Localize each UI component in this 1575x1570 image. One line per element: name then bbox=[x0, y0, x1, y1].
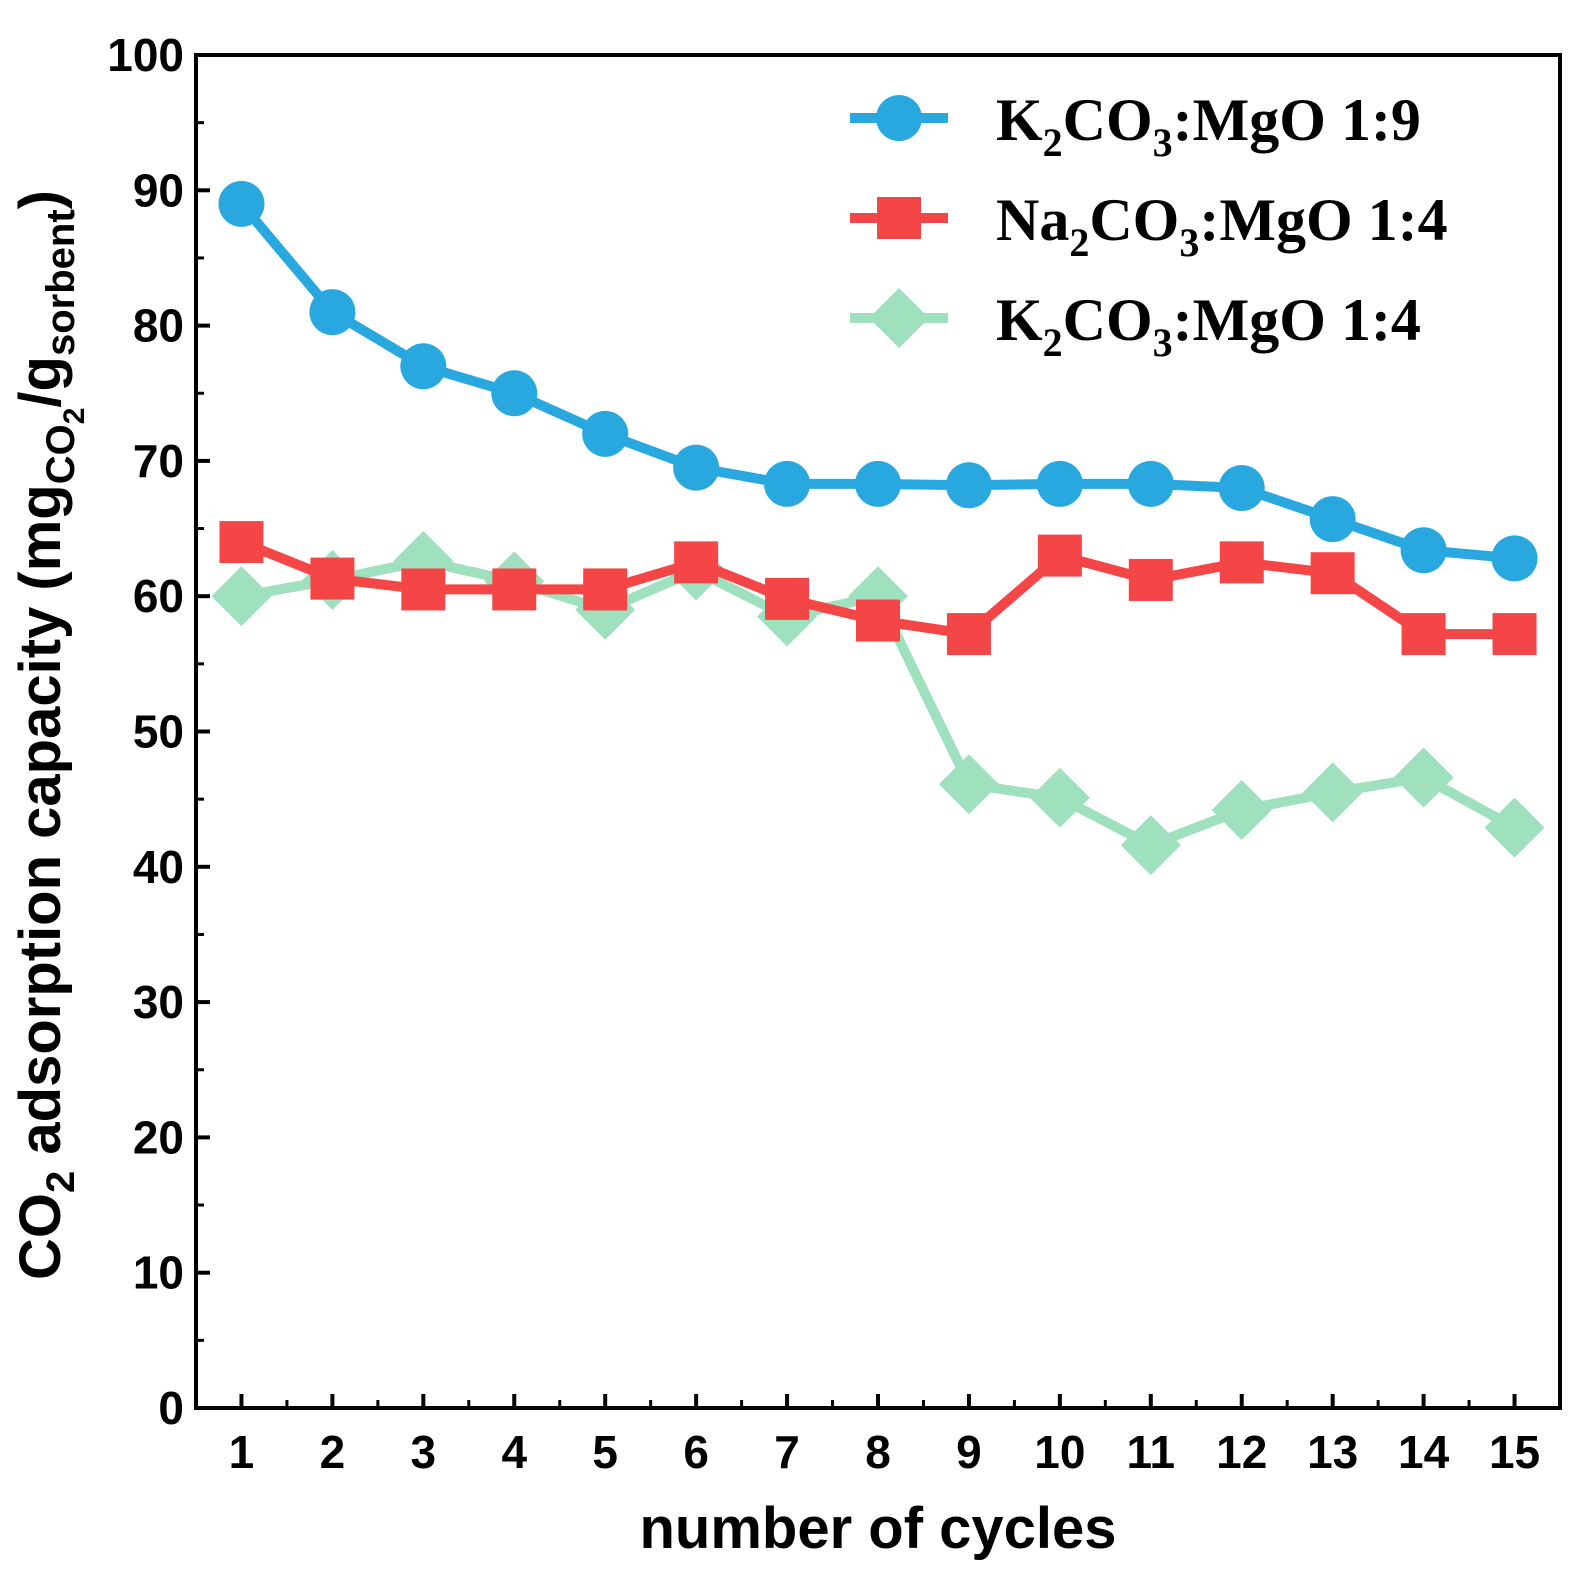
y-tick-label: 0 bbox=[158, 1382, 184, 1434]
x-tick-label: 4 bbox=[501, 1426, 527, 1478]
y-axis-title: CO2 adsorption capacity (mgCO2/gsorbent) bbox=[8, 190, 91, 1280]
data-point bbox=[1037, 534, 1082, 577]
data-point bbox=[945, 462, 992, 509]
data-point bbox=[764, 460, 811, 507]
data-point bbox=[674, 541, 719, 584]
legend-label: Na2CO3:MgO 1:4 bbox=[996, 187, 1448, 265]
data-point bbox=[1128, 558, 1173, 601]
data-point bbox=[1492, 613, 1537, 656]
legend-item: K2CO3:MgO 1:4 bbox=[850, 287, 1421, 365]
legend-label: K2CO3:MgO 1:9 bbox=[996, 87, 1421, 165]
data-point bbox=[1401, 613, 1446, 656]
data-point bbox=[400, 343, 447, 390]
x-tick-label: 6 bbox=[683, 1426, 709, 1478]
x-tick-label: 11 bbox=[1126, 1426, 1175, 1478]
series-layer bbox=[211, 180, 1545, 876]
data-point bbox=[1393, 747, 1454, 808]
data-point bbox=[582, 410, 629, 457]
data-point bbox=[673, 444, 720, 491]
data-point bbox=[583, 568, 628, 611]
legend-marker bbox=[877, 197, 921, 239]
y-tick-label: 20 bbox=[133, 1111, 184, 1163]
x-tick-label: 13 bbox=[1307, 1426, 1358, 1478]
legend-marker bbox=[876, 95, 922, 141]
x-tick-label: 14 bbox=[1398, 1426, 1450, 1478]
series-square bbox=[219, 521, 1537, 656]
data-point bbox=[1029, 767, 1090, 828]
y-tick-label: 60 bbox=[133, 570, 184, 622]
data-point bbox=[1127, 460, 1174, 507]
data-point bbox=[309, 289, 356, 336]
x-tick-label: 5 bbox=[592, 1426, 618, 1478]
y-tick-label: 40 bbox=[133, 841, 184, 893]
data-point bbox=[491, 370, 538, 417]
data-point bbox=[856, 599, 900, 642]
data-point bbox=[765, 577, 810, 620]
y-tick-label: 30 bbox=[133, 976, 184, 1028]
x-tick-label: 9 bbox=[956, 1426, 982, 1478]
y-tick-label: 70 bbox=[133, 435, 184, 487]
data-point bbox=[218, 180, 265, 227]
data-point bbox=[855, 460, 901, 507]
data-point bbox=[1484, 797, 1545, 858]
data-point bbox=[219, 521, 264, 564]
y-tick-label: 50 bbox=[133, 706, 184, 758]
x-tick-label: 8 bbox=[865, 1426, 891, 1478]
data-point bbox=[1219, 541, 1264, 584]
plot-frame bbox=[194, 53, 1562, 1410]
x-tick-label: 3 bbox=[411, 1426, 437, 1478]
x-tick-label: 2 bbox=[320, 1426, 346, 1478]
data-point bbox=[946, 613, 991, 656]
x-tick-label: 12 bbox=[1216, 1426, 1267, 1478]
data-point bbox=[1036, 460, 1083, 507]
data-point bbox=[1309, 496, 1356, 543]
x-tick-label: 7 bbox=[774, 1426, 800, 1478]
legend-label: K2CO3:MgO 1:4 bbox=[996, 287, 1421, 365]
x-tick-label: 15 bbox=[1489, 1426, 1540, 1478]
svg-text:CO2 adsorption capacity (mgCO2: CO2 adsorption capacity (mgCO2/gsorbent) bbox=[8, 190, 91, 1280]
data-point bbox=[938, 754, 999, 815]
x-axis-title: number of cycles bbox=[639, 1496, 1116, 1561]
data-point bbox=[401, 568, 446, 611]
y-tick-label: 80 bbox=[133, 300, 184, 352]
data-point bbox=[1120, 815, 1181, 876]
data-point bbox=[310, 557, 355, 600]
y-tick-label: 100 bbox=[107, 29, 184, 81]
data-point bbox=[1218, 464, 1265, 511]
y-tick-label: 10 bbox=[133, 1247, 184, 1299]
legend-item: K2CO3:MgO 1:9 bbox=[850, 87, 1421, 165]
data-point bbox=[211, 566, 272, 627]
x-tick-label: 10 bbox=[1034, 1426, 1085, 1478]
data-point bbox=[1211, 779, 1272, 840]
x-tick-label: 1 bbox=[229, 1426, 255, 1478]
data-point bbox=[492, 568, 537, 611]
y-tick-label: 90 bbox=[133, 164, 184, 216]
data-point bbox=[1400, 527, 1447, 574]
data-point bbox=[1310, 552, 1355, 595]
legend-item: Na2CO3:MgO 1:4 bbox=[850, 187, 1448, 265]
legend-marker bbox=[869, 288, 929, 348]
data-point bbox=[1491, 535, 1538, 582]
data-point bbox=[1302, 762, 1363, 823]
series-circle bbox=[218, 180, 1538, 582]
legend: K2CO3:MgO 1:9 Na2CO3:MgO 1:4 K2CO3:MgO 1:4 bbox=[850, 87, 1448, 365]
